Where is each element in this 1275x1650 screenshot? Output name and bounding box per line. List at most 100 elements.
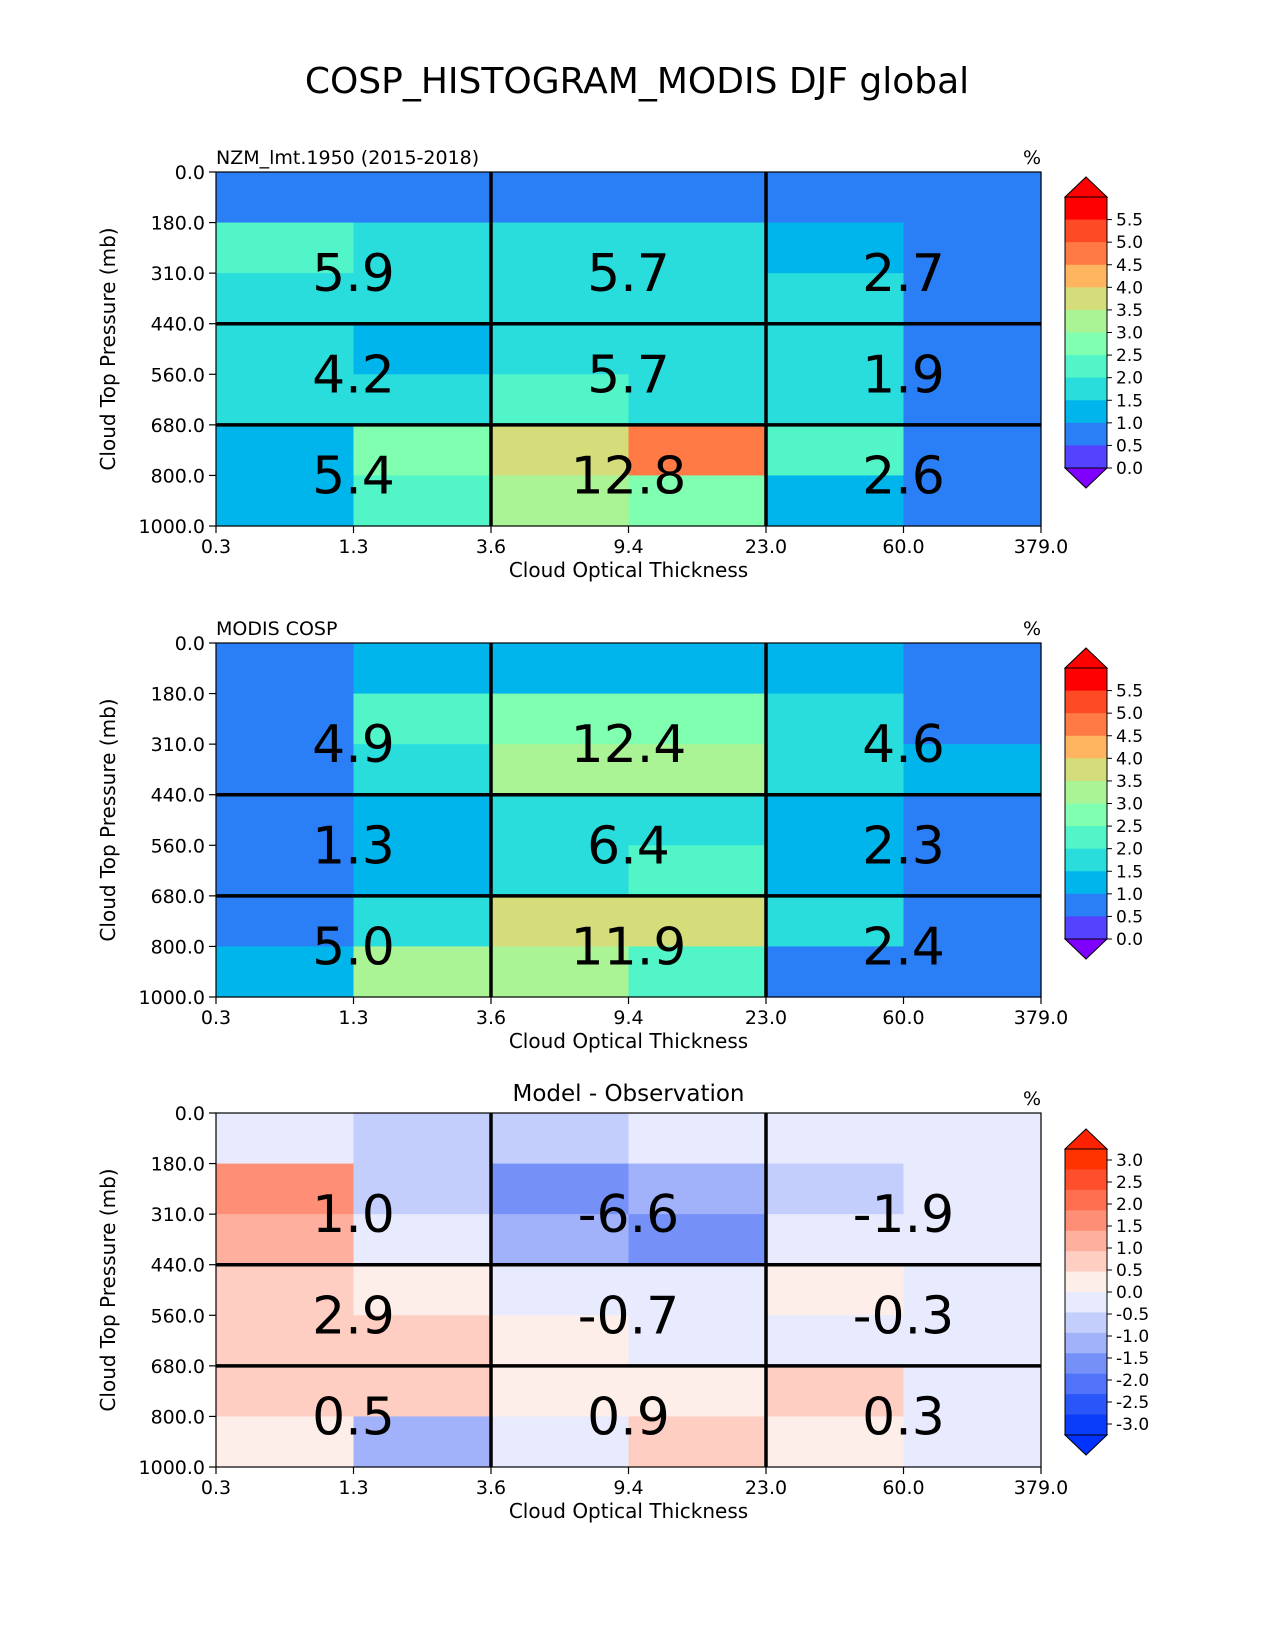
heatmap-cell bbox=[353, 1365, 492, 1418]
heatmap-cell bbox=[216, 1163, 355, 1215]
heatmap-cell bbox=[491, 1416, 630, 1468]
heatmap-cell bbox=[766, 1264, 905, 1316]
heatmap-cell bbox=[353, 222, 492, 274]
colorbar-tick-label: 2.5 bbox=[1116, 817, 1143, 837]
group-total-label: 4.6 bbox=[862, 715, 945, 775]
heatmap-cell bbox=[628, 895, 767, 948]
heatmap-cell bbox=[216, 1214, 355, 1266]
y-tick-label: 680.0 bbox=[151, 886, 205, 908]
colorbar-tick-label: 3.0 bbox=[1116, 1151, 1143, 1171]
heatmap-cell bbox=[628, 643, 767, 695]
colorbar-tick-label: -3.0 bbox=[1116, 1415, 1149, 1435]
heatmap-cell bbox=[766, 794, 905, 846]
y-tick-label: 440.0 bbox=[151, 785, 205, 807]
heatmap-cell bbox=[766, 172, 905, 224]
colorbar-band bbox=[1065, 758, 1107, 782]
x-tick-label: 379.0 bbox=[1014, 536, 1068, 558]
x-tick-label: 0.3 bbox=[201, 1477, 231, 1499]
colorbar-band bbox=[1065, 1394, 1107, 1416]
colorbar-extend-max bbox=[1063, 647, 1109, 669]
x-tick-label: 60.0 bbox=[882, 536, 924, 558]
heatmap-cell bbox=[216, 222, 355, 274]
heatmap-cell bbox=[903, 222, 1042, 274]
group-total-label: 12.4 bbox=[571, 715, 687, 775]
heatmap-cell bbox=[903, 1163, 1042, 1215]
heatmap-cell bbox=[766, 475, 905, 527]
colorbar-band bbox=[1065, 826, 1107, 850]
colorbar-tick-label: 0.5 bbox=[1116, 1261, 1143, 1281]
heatmap-cell bbox=[491, 323, 630, 375]
group-total-label: 1.9 bbox=[862, 345, 945, 405]
group-total-label: 5.7 bbox=[587, 345, 670, 405]
colorbar-tick-label: 5.0 bbox=[1116, 233, 1143, 253]
group-total-label: -0.7 bbox=[578, 1286, 679, 1346]
heatmap-cell bbox=[353, 374, 492, 426]
y-axis-label: Cloud Top Pressure (mb) bbox=[96, 227, 120, 470]
heatmap-cell bbox=[628, 222, 767, 274]
panel-units: % bbox=[1023, 618, 1041, 640]
heatmap-cell bbox=[628, 1365, 767, 1418]
x-tick-label: 1.3 bbox=[338, 536, 368, 558]
y-tick-label: 310.0 bbox=[151, 734, 205, 756]
colorbar-band bbox=[1065, 893, 1107, 917]
heatmap-cell bbox=[903, 946, 1042, 998]
y-tick-label: 440.0 bbox=[151, 1255, 205, 1277]
heatmap-cell bbox=[353, 323, 492, 375]
colorbar-band bbox=[1065, 287, 1107, 311]
group-total-label: 0.9 bbox=[587, 1387, 670, 1447]
panel-center-title: Model - Observation bbox=[512, 1081, 744, 1107]
colorbar-band bbox=[1065, 264, 1107, 288]
x-axis-label: Cloud Optical Thickness bbox=[509, 558, 748, 582]
panels: 0.3 1.3 3.6 9.4 23.0 60.0 379.0 0.0 180.0 310.0 44… bbox=[96, 147, 1149, 1523]
heatmap-cell bbox=[353, 172, 492, 224]
heatmap-cell bbox=[903, 693, 1042, 745]
heatmap-cell bbox=[628, 273, 767, 325]
heatmap-cell bbox=[353, 1163, 492, 1215]
group-total-label: -6.6 bbox=[578, 1185, 679, 1245]
heatmap-cell bbox=[353, 1416, 492, 1468]
colorbar-band bbox=[1065, 1189, 1107, 1211]
group-total-label: 5.0 bbox=[312, 917, 395, 977]
colorbar-tick-label: 3.5 bbox=[1116, 301, 1143, 321]
colorbar-extend-max bbox=[1063, 176, 1109, 198]
heatmap-cell bbox=[766, 1214, 905, 1266]
group-total-label: 2.6 bbox=[862, 446, 945, 506]
heatmap-cell bbox=[216, 895, 355, 948]
x-tick-label: 3.6 bbox=[476, 536, 506, 558]
colorbar-tick-label: 1.0 bbox=[1116, 885, 1143, 905]
colorbar-tick-label: -1.0 bbox=[1116, 1327, 1149, 1347]
heatmap-cell bbox=[216, 693, 355, 745]
panel-units: % bbox=[1023, 147, 1041, 169]
x-axis-label: Cloud Optical Thickness bbox=[509, 1499, 748, 1523]
y-tick-label: 310.0 bbox=[151, 263, 205, 285]
x-tick-label: 379.0 bbox=[1014, 1477, 1068, 1499]
y-tick-label: 180.0 bbox=[151, 684, 205, 706]
y-tick-label: 180.0 bbox=[151, 1154, 205, 1176]
x-tick-label: 1.3 bbox=[338, 1477, 368, 1499]
heatmap-cell bbox=[491, 643, 630, 695]
group-total-label: 2.4 bbox=[862, 917, 945, 977]
y-tick-label: 560.0 bbox=[151, 1305, 205, 1327]
heatmap-cell bbox=[628, 946, 767, 998]
heatmap-cell bbox=[353, 1214, 492, 1266]
heatmap-cell bbox=[491, 172, 630, 224]
heatmap-cell bbox=[766, 374, 905, 426]
colorbar-band bbox=[1065, 309, 1107, 333]
heatmap-cell bbox=[216, 172, 355, 224]
colorbar-band bbox=[1065, 1169, 1107, 1191]
heatmap-cell bbox=[216, 1416, 355, 1468]
figure-title: COSP_HISTOGRAM_MODIS DJF global bbox=[305, 61, 969, 102]
group-total-label: 12.8 bbox=[571, 446, 687, 506]
colorbar-tick-label: 2.5 bbox=[1116, 346, 1143, 366]
heatmap-cell bbox=[491, 424, 630, 477]
colorbar-band bbox=[1065, 1210, 1107, 1232]
heatmap-cell bbox=[628, 845, 767, 897]
y-tick-label: 800.0 bbox=[151, 465, 205, 487]
heatmap-cell bbox=[628, 424, 767, 477]
x-tick-label: 23.0 bbox=[745, 1007, 787, 1029]
colorbar-band bbox=[1065, 355, 1107, 379]
heatmap-cell bbox=[216, 1365, 355, 1418]
heatmap-cell bbox=[353, 273, 492, 325]
heatmap-cell bbox=[903, 1214, 1042, 1266]
colorbar-band bbox=[1065, 219, 1107, 243]
